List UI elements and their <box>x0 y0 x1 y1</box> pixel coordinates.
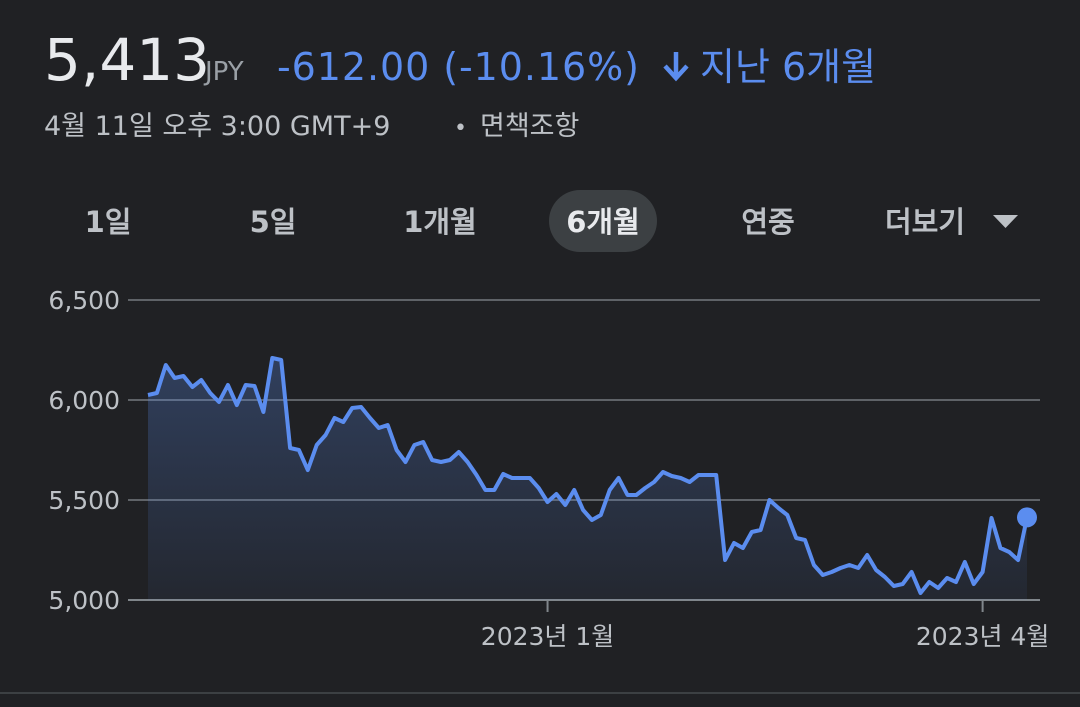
price: 5,413 <box>44 26 210 94</box>
currency: JPY <box>203 57 244 87</box>
y-tick-label: 5,500 <box>48 486 120 515</box>
range-tab[interactable]: 1일 <box>85 205 132 239</box>
x-tick-label: 2023년 1월 <box>481 622 614 651</box>
period-label: 지난 6개월 <box>700 45 876 89</box>
y-tick-label: 6,500 <box>48 286 120 315</box>
range-tab[interactable]: 더보기 <box>885 205 965 239</box>
area-fill <box>148 358 1027 600</box>
range-tab[interactable]: 연중 <box>741 205 794 239</box>
disclaimer-link[interactable]: 면책조항 <box>480 111 579 142</box>
timestamp: 4월 11일 오후 3:00 GMT+9 <box>44 111 390 142</box>
dropdown-icon <box>993 215 1018 228</box>
chart: 5,000 5,500 6,000 6,500 2023년 1월 2023년 4월 <box>48 286 1049 651</box>
range-tab[interactable]: 1개월 <box>403 205 477 239</box>
selected-tab-pill <box>549 190 657 252</box>
price-change: -612.00 (-10.16%) <box>277 45 639 89</box>
price-line <box>147 356 1029 595</box>
down-arrow-icon <box>663 52 689 82</box>
range-tab[interactable]: 6개월 <box>566 205 640 239</box>
separator: • <box>454 116 467 141</box>
y-tick-label: 5,000 <box>48 586 120 615</box>
range-tabs: 1일 5일 1개월 6개월 연중 더보기 <box>85 190 1018 252</box>
last-point-dot <box>1017 507 1037 528</box>
range-tab[interactable]: 5일 <box>250 205 297 239</box>
y-tick-label: 6,000 <box>48 386 120 415</box>
x-tick-label: 2023년 4월 <box>916 622 1049 651</box>
